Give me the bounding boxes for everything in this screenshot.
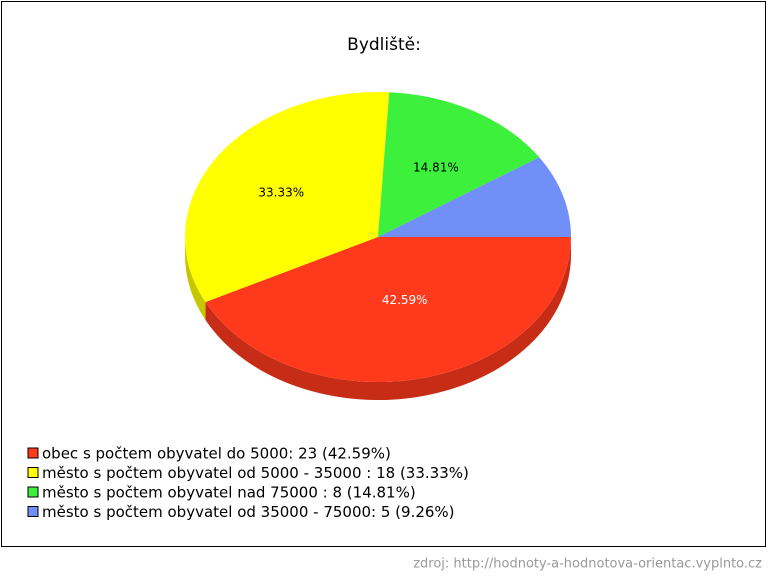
slice-label: 14.81% xyxy=(413,160,459,174)
source-note: zdroj: http://hodnoty-a-hodnotova-orient… xyxy=(413,557,762,572)
legend-label: obec s počtem obyvatel do 5000: 23 (42.5… xyxy=(42,445,391,463)
legend-label: město s počtem obyvatel od 35000 - 75000… xyxy=(42,503,455,521)
pie-slice xyxy=(185,91,390,303)
pie-slice xyxy=(378,92,540,237)
slice-label: 42.59% xyxy=(382,293,428,307)
pie-side xyxy=(185,237,206,321)
legend-swatch xyxy=(27,486,39,498)
legend-label: město s počtem obyvatel od 5000 - 35000 … xyxy=(42,464,469,482)
legend-swatch xyxy=(27,467,39,478)
pie-slice xyxy=(205,237,571,382)
legend-swatch xyxy=(27,447,39,459)
legend-swatch xyxy=(27,506,39,517)
pie-slice xyxy=(378,157,571,237)
slice-label: 33.33% xyxy=(258,186,304,200)
chart-title: Bydliště: xyxy=(347,35,421,55)
legend-label: město s počtem obyvatel nad 75000 : 8 (1… xyxy=(42,484,416,502)
